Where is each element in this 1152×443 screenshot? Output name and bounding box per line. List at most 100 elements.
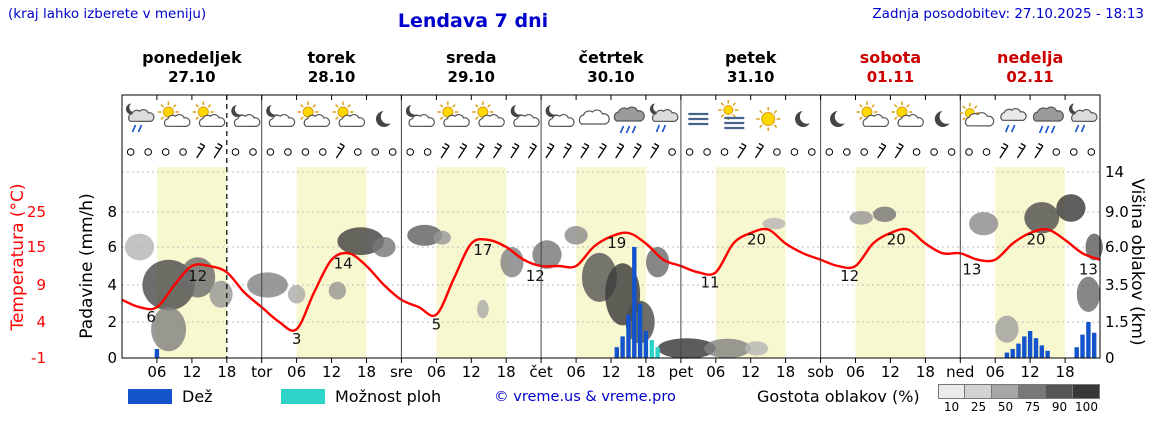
density-value: 100 bbox=[1075, 400, 1098, 414]
copyright-link[interactable]: © vreme.us & vreme.pro bbox=[494, 389, 676, 405]
day-name: nedelja bbox=[996, 48, 1064, 67]
svg-text:0: 0 bbox=[1105, 349, 1115, 367]
showers-legend-swatch bbox=[281, 389, 325, 404]
day-header: četrtek 30.10 bbox=[541, 48, 681, 86]
svg-text:14: 14 bbox=[334, 254, 353, 272]
day-header: petek 31.10 bbox=[681, 48, 821, 86]
svg-text:06: 06 bbox=[567, 363, 586, 381]
svg-text:ned: ned bbox=[946, 363, 974, 381]
shower-bars bbox=[649, 340, 660, 358]
density-cell bbox=[1046, 384, 1073, 399]
day-name: petek bbox=[724, 48, 777, 67]
density-cell bbox=[992, 384, 1019, 399]
day-header: torek 28.10 bbox=[262, 48, 402, 86]
svg-text:sre: sre bbox=[390, 363, 413, 381]
svg-text:20: 20 bbox=[887, 231, 906, 249]
day-header: ponedeljek 27.10 bbox=[122, 48, 262, 86]
showers-legend-label: Možnost ploh bbox=[335, 387, 442, 406]
svg-text:čet: čet bbox=[529, 363, 552, 381]
svg-text:12: 12 bbox=[840, 267, 859, 285]
svg-text:12: 12 bbox=[526, 267, 545, 285]
last-update-timestamp: Zadnja posodobitev: 27.10.2025 - 18:13 bbox=[872, 6, 1144, 22]
day-header: nedelja 02.11 bbox=[960, 48, 1100, 86]
day-date: 01.11 bbox=[866, 68, 915, 86]
svg-text:12: 12 bbox=[741, 363, 760, 381]
temperature-annotations: 6 12 3 14 5 17 12 19 11 20 12 20 13 20 13 bbox=[146, 231, 1098, 349]
rain-legend-label: Dež bbox=[182, 387, 213, 406]
svg-text:-1: -1 bbox=[31, 349, 46, 367]
svg-text:9.0: 9.0 bbox=[1105, 203, 1129, 221]
svg-text:6: 6 bbox=[146, 308, 156, 326]
svg-text:12: 12 bbox=[601, 363, 620, 381]
svg-text:14: 14 bbox=[1105, 163, 1124, 181]
day-name: torek bbox=[307, 48, 356, 67]
svg-text:18: 18 bbox=[776, 363, 795, 381]
day-name: sreda bbox=[446, 48, 497, 67]
density-value: 25 bbox=[970, 400, 987, 414]
svg-text:tor: tor bbox=[251, 363, 273, 381]
svg-text:9: 9 bbox=[36, 276, 46, 294]
density-value: 75 bbox=[1024, 400, 1041, 414]
svg-text:17: 17 bbox=[473, 241, 492, 259]
cloud-density-label: Gostota oblakov (%) bbox=[757, 387, 920, 406]
svg-text:20: 20 bbox=[747, 231, 766, 249]
day-date: 30.10 bbox=[587, 68, 635, 86]
svg-text:18: 18 bbox=[636, 363, 655, 381]
day-name: četrtek bbox=[578, 48, 644, 67]
density-cell bbox=[938, 384, 965, 399]
cloud-density-scale: 10 25 50 75 90 100 bbox=[938, 384, 1100, 414]
svg-text:06: 06 bbox=[147, 363, 166, 381]
svg-text:20: 20 bbox=[1026, 231, 1045, 249]
day-date: 31.10 bbox=[726, 68, 775, 86]
svg-text:13: 13 bbox=[1079, 261, 1098, 279]
svg-text:18: 18 bbox=[357, 363, 376, 381]
svg-text:0: 0 bbox=[107, 349, 117, 367]
svg-text:12: 12 bbox=[1021, 363, 1040, 381]
svg-text:06: 06 bbox=[986, 363, 1005, 381]
svg-text:13: 13 bbox=[962, 261, 981, 279]
day-separators bbox=[261, 95, 961, 358]
gridlines bbox=[122, 171, 1100, 323]
svg-text:18: 18 bbox=[497, 363, 516, 381]
svg-text:3.5: 3.5 bbox=[1105, 276, 1129, 294]
rain-legend-swatch bbox=[128, 389, 172, 404]
day-date: 28.10 bbox=[307, 68, 356, 86]
svg-text:3: 3 bbox=[292, 330, 302, 348]
svg-text:18: 18 bbox=[217, 363, 236, 381]
svg-text:19: 19 bbox=[607, 234, 626, 252]
location-hint: (kraj lahko izberete v meniju) bbox=[8, 6, 207, 22]
svg-text:8: 8 bbox=[107, 203, 117, 221]
density-cell bbox=[1073, 384, 1100, 399]
svg-text:pet: pet bbox=[669, 363, 694, 381]
svg-text:15: 15 bbox=[27, 238, 46, 256]
svg-text:4: 4 bbox=[36, 313, 46, 331]
cloud-density-values: 10 25 50 75 90 100 bbox=[938, 399, 1100, 414]
svg-text:06: 06 bbox=[706, 363, 725, 381]
day-date: 29.10 bbox=[447, 68, 495, 86]
day-date: 27.10 bbox=[168, 68, 216, 86]
day-header: sobota 01.11 bbox=[821, 48, 961, 86]
svg-text:12: 12 bbox=[182, 363, 201, 381]
day-header: sreda 29.10 bbox=[401, 48, 541, 86]
temperature-curve bbox=[121, 227, 1101, 332]
density-value: 10 bbox=[943, 400, 960, 414]
svg-text:06: 06 bbox=[287, 363, 306, 381]
day-name: ponedeljek bbox=[142, 48, 242, 67]
temperature-axis-ticks: 25 15 9 4 -1 bbox=[27, 203, 46, 367]
svg-text:18: 18 bbox=[916, 363, 935, 381]
svg-text:12: 12 bbox=[322, 363, 341, 381]
density-cell bbox=[965, 384, 992, 399]
svg-text:25: 25 bbox=[27, 203, 46, 221]
svg-text:sob: sob bbox=[807, 363, 834, 381]
svg-text:12: 12 bbox=[881, 363, 900, 381]
x-axis-labels: 06 12 18 tor 06 12 18 sre 06 12 18 čet 06 12 18 pet 06 12… bbox=[147, 363, 1074, 381]
day-name: sobota bbox=[859, 48, 922, 67]
cloud-density-cells bbox=[938, 384, 1100, 399]
cloud-density-blobs bbox=[124, 194, 1103, 359]
precipitation-axis-ticks: 8 6 4 2 0 bbox=[107, 203, 117, 367]
svg-text:11: 11 bbox=[700, 273, 719, 291]
rain-bars bbox=[154, 247, 1097, 358]
svg-text:12: 12 bbox=[188, 267, 207, 285]
